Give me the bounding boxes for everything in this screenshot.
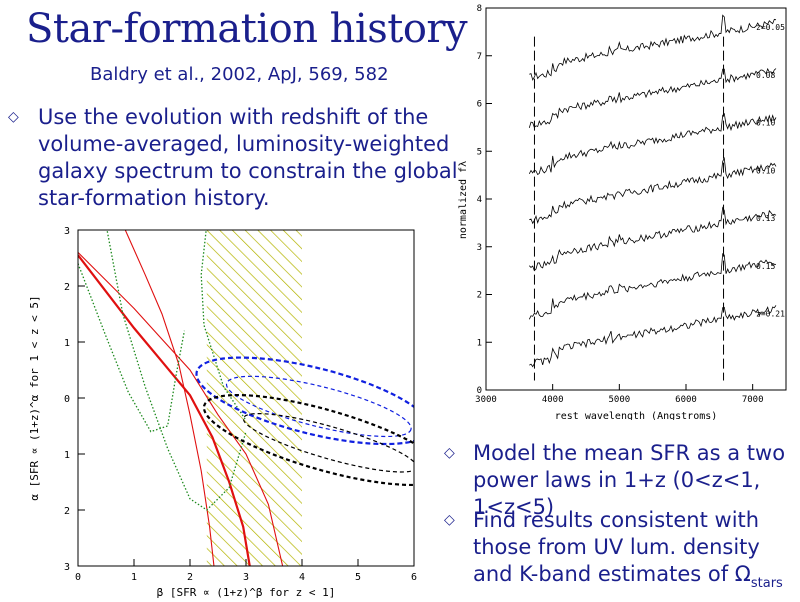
sfr-constraint-chart: 0 1 2 3 4 5 6 3 2 1 0 1 2 3 β [SFR ∝ (1+z)^β for z < …: [28, 226, 417, 599]
y-tick-label: 7: [477, 52, 482, 62]
y-tick-label: 0: [64, 394, 70, 405]
y-tick-label: 1: [64, 338, 70, 349]
black-ellipse-outer: [202, 393, 414, 487]
bullet-1-text: Use the evolution with redshift of the v…: [38, 105, 458, 210]
x-tick-label: 6: [411, 572, 417, 583]
x-tick-label: 7000: [742, 395, 764, 405]
bullet-3: ◇ Find results consistent with those fro…: [444, 507, 793, 597]
y-tick-label: 3: [64, 562, 70, 573]
omega-subscript: stars: [750, 576, 783, 591]
spectrum-line: [529, 305, 777, 368]
bullet-3-text: Find results consistent with those from …: [473, 508, 760, 586]
bullet-1: ◇ Use the evolution with redshift of the…: [8, 104, 458, 212]
spectrum-label: z=0.05: [756, 23, 785, 32]
spectrum-line: [529, 14, 777, 81]
x-tick-label: 4000: [542, 395, 564, 405]
x-axis-label: rest wavelength (Angstroms): [555, 411, 718, 420]
red-curve-best: [78, 254, 251, 566]
page-title: Star-formation history: [26, 6, 468, 52]
y-tick-label: 3: [64, 226, 70, 237]
y-axis-label: α [SFR ∝ (1+z)^α for 1 < z < 5]: [28, 295, 41, 500]
green-curve-lower: [78, 263, 186, 433]
y-tick-label: 5: [477, 147, 482, 157]
green-curve-upper: [200, 230, 247, 421]
shaded-band: [206, 230, 302, 566]
blue-ellipse-inner: [225, 375, 412, 438]
bullet-icon: ◇: [444, 512, 455, 528]
y-tick-label: 4: [477, 195, 482, 205]
x-tick-label: 5: [355, 572, 361, 583]
y-tick-label: 6: [477, 100, 482, 110]
spectra-chart: z=0.05 0.08 0.10 0.10 0.13 0.15 z=0.21 3000 400…: [458, 4, 787, 420]
y-tick-label: 2: [64, 282, 70, 293]
x-axis-label: β [SFR ∝ (1+z)^β for z < 1]: [157, 586, 336, 599]
bullet-2-text: Model the mean SFR as a two power laws i…: [473, 441, 786, 519]
spectrum-line: [528, 67, 777, 129]
x-tick-label: 3: [243, 572, 249, 583]
x-tick-label: 6000: [675, 395, 697, 405]
x-tick-label: 4: [299, 572, 305, 583]
x-tick-label: 1: [131, 572, 137, 583]
bullet-icon: ◇: [8, 109, 19, 125]
spectrum-label: 0.08: [756, 71, 775, 80]
green-curve-outer: [106, 230, 247, 511]
y-axis-label: normalized fλ: [458, 161, 469, 239]
y-tick-label: 8: [477, 4, 482, 14]
spectrum-label: 0.10: [756, 119, 775, 128]
red-curve-inner: [124, 230, 215, 566]
red-curve-outer: [78, 252, 284, 566]
x-tick-label: 0: [75, 572, 81, 583]
spectrum-line: [528, 112, 777, 176]
omega-symbol: Ω: [734, 562, 751, 586]
x-tick-label: 2: [187, 572, 193, 583]
y-tick-label: 3: [477, 243, 482, 253]
spectrum-line: [529, 156, 777, 225]
y-tick-label: 2: [64, 506, 70, 517]
blue-ellipse-outer: [195, 356, 414, 446]
spectrum-line: [529, 206, 777, 272]
reference: Baldry et al., 2002, ApJ, 569, 582: [90, 64, 389, 85]
bullet-icon: ◇: [444, 445, 455, 461]
bullet-2: ◇ Model the mean SFR as a two power laws…: [444, 440, 793, 521]
y-tick-label: 0: [477, 386, 482, 396]
spectrum-line: [528, 253, 777, 320]
x-tick-label: 3000: [475, 395, 497, 405]
black-ellipse-inner: [242, 413, 414, 473]
spectrum-label: 0.15: [756, 262, 775, 271]
x-tick-label: 5000: [608, 395, 630, 405]
spectrum-label: 0.10: [756, 166, 775, 175]
y-tick-label: 1: [477, 338, 482, 348]
y-tick-label: 1: [64, 450, 70, 461]
y-tick-label: 2: [477, 291, 482, 301]
spectrum-label: 0.13: [756, 214, 775, 223]
spectrum-label: z=0.21: [756, 310, 785, 319]
